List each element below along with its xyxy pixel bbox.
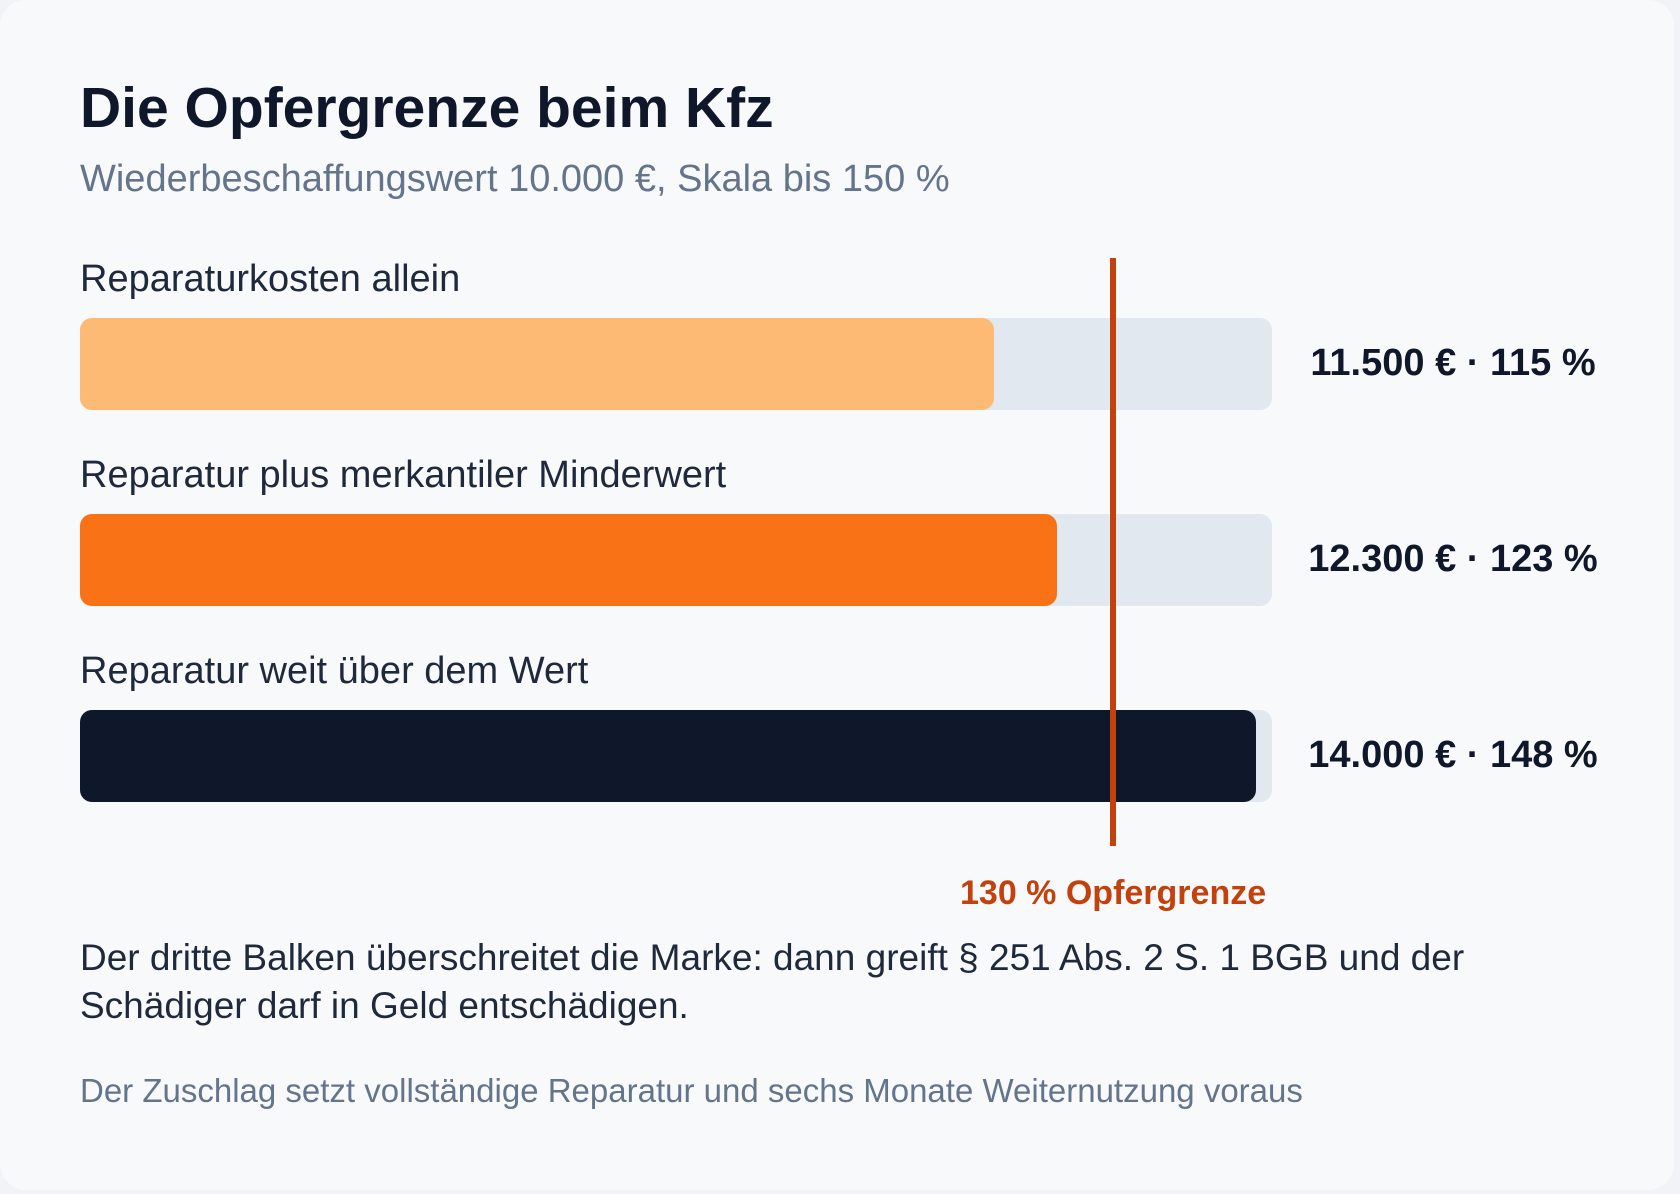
threshold-label: 130 % Opfergrenze (960, 874, 1267, 912)
bar-repair-only (80, 318, 994, 410)
chart-title: Die Opfergrenze beim Kfz (80, 76, 774, 140)
bar-value-repair-only: 11.500 € · 115 % (1310, 342, 1596, 384)
bar-label-repair-far-above-value: Reparatur weit über dem Wert (80, 650, 589, 692)
footnote-text: Der Zuschlag setzt vollständige Reparatu… (80, 1072, 1303, 1109)
bar-repair-far-above-value (80, 710, 1257, 802)
bar-repair-plus-depreciation (80, 514, 1058, 606)
explanation-text: Der dritte Balken überschreitet die Mark… (80, 937, 1465, 1026)
bar-value-repair-far-above-value: 14.000 € · 148 % (1308, 734, 1598, 776)
bar-value-repair-plus-depreciation: 12.300 € · 123 % (1308, 538, 1598, 580)
chart-subtitle: Wiederbeschaffungswert 10.000 €, Skala b… (80, 158, 950, 200)
bar-track-repair-plus-depreciation (80, 514, 1272, 606)
bar-track-repair-far-above-value (80, 710, 1272, 802)
bar-track-repair-only (80, 318, 1272, 410)
threshold-line (1110, 258, 1117, 846)
bar-label-repair-plus-depreciation: Reparatur plus merkantiler Minderwert (80, 454, 727, 496)
bar-label-repair-only: Reparaturkosten allein (80, 258, 461, 300)
